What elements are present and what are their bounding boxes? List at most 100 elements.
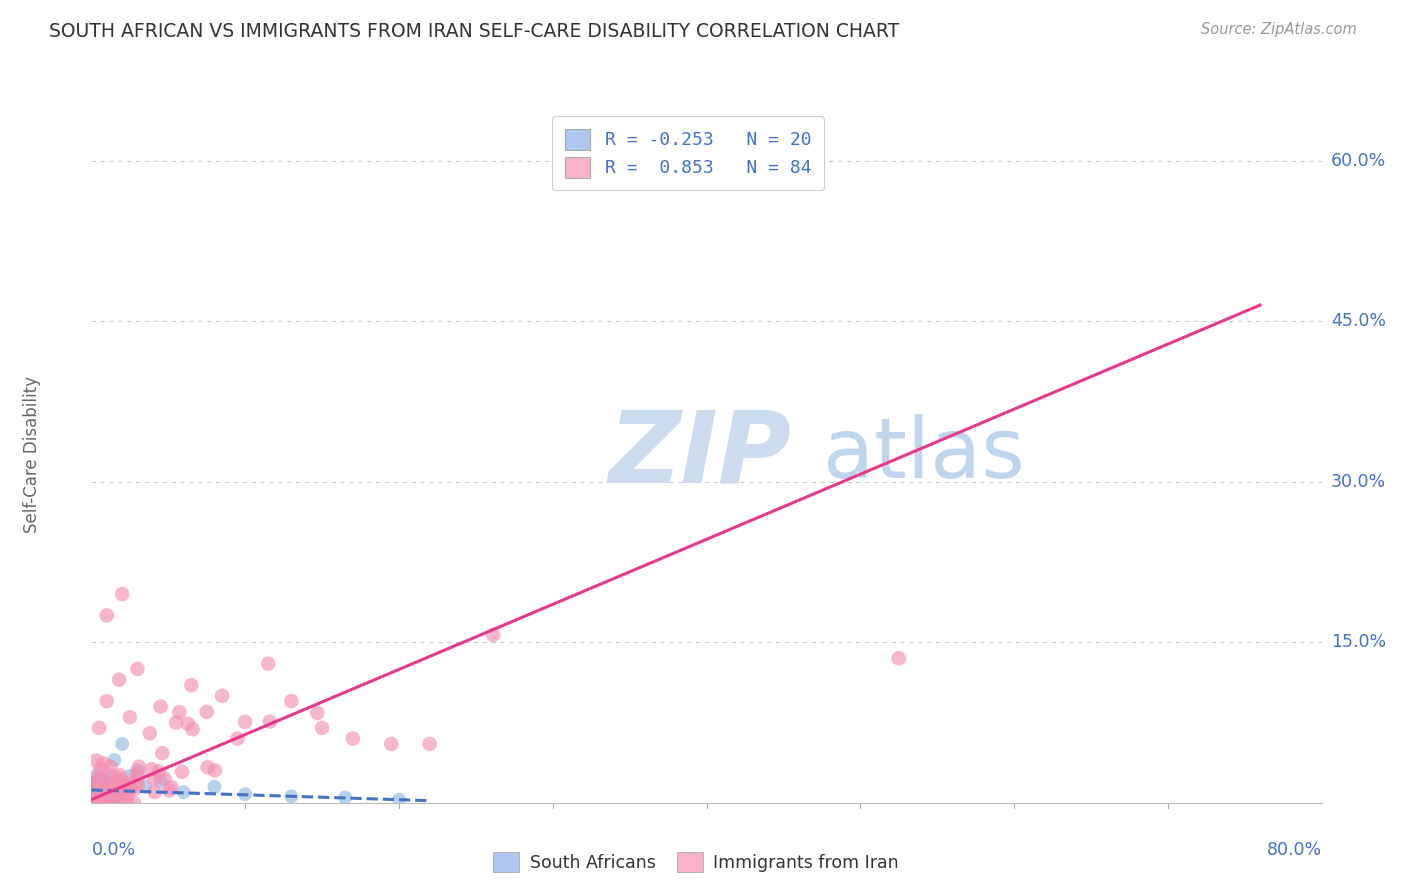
Point (94, 780, 117, 795)
Point (173, 785, 195, 799)
Text: 45.0%: 45.0% (1331, 312, 1386, 330)
Point (107, 789, 129, 803)
Text: 80.0%: 80.0% (1267, 841, 1322, 859)
Text: 15.0%: 15.0% (1331, 633, 1386, 651)
Text: ZIP: ZIP (607, 407, 792, 503)
Point (333, 790, 356, 805)
Point (89, 783, 111, 797)
Point (165, 715, 187, 730)
Point (139, 726, 162, 740)
Point (82, 782, 104, 797)
Point (86, 781, 108, 796)
Point (120, 780, 142, 794)
Point (108, 768, 131, 782)
Point (143, 772, 166, 786)
Point (82, 776, 104, 790)
Legend: South Africans, Immigrants from Iran: South Africans, Immigrants from Iran (486, 845, 905, 879)
Point (311, 721, 333, 735)
Point (482, 628, 505, 642)
Point (108, 772, 131, 786)
Point (419, 737, 441, 751)
Point (117, 796, 139, 810)
Point (100, 759, 122, 773)
Point (83, 792, 105, 806)
Point (83, 781, 105, 796)
Point (94, 789, 117, 804)
Point (94, 796, 117, 810)
Point (150, 746, 173, 760)
Text: SOUTH AFRICAN VS IMMIGRANTS FROM IRAN SELF-CARE DISABILITY CORRELATION CHART: SOUTH AFRICAN VS IMMIGRANTS FROM IRAN SE… (49, 22, 900, 41)
Point (103, 792, 125, 806)
Point (125, 767, 148, 781)
Point (108, 796, 131, 810)
Point (82, 796, 104, 810)
Point (111, 587, 134, 601)
Point (170, 764, 193, 779)
Point (89, 791, 111, 805)
Point (86, 794, 108, 808)
Point (87, 788, 110, 802)
Point (83, 796, 105, 810)
Point (153, 772, 176, 786)
Point (148, 764, 170, 779)
Point (112, 781, 135, 796)
Point (141, 763, 163, 777)
Point (93, 789, 115, 804)
Point (107, 774, 129, 789)
Point (233, 714, 256, 729)
Point (86, 796, 108, 810)
Point (87, 774, 110, 789)
Point (202, 780, 225, 794)
Point (93, 756, 115, 771)
Point (108, 777, 131, 791)
Point (86, 754, 108, 768)
Point (103, 785, 125, 799)
Point (111, 737, 134, 751)
Point (91, 788, 114, 802)
Point (89, 762, 111, 776)
Point (118, 781, 141, 796)
Point (181, 723, 204, 737)
Point (169, 705, 191, 719)
Point (111, 791, 134, 805)
Point (257, 657, 280, 671)
Point (87, 776, 110, 790)
Point (97, 772, 120, 787)
Point (98, 777, 121, 791)
Point (80, 777, 103, 791)
Point (84, 789, 107, 803)
Point (180, 678, 202, 692)
Point (112, 776, 135, 790)
Point (94, 783, 117, 797)
Point (96, 788, 118, 802)
Point (97, 795, 120, 809)
Point (96, 608, 118, 623)
Point (90, 775, 112, 789)
Point (114, 786, 136, 800)
Point (86, 768, 108, 782)
Point (84, 780, 107, 795)
Point (108, 673, 131, 687)
Point (93, 796, 115, 810)
Point (90, 787, 112, 801)
Point (100, 768, 122, 782)
Point (259, 714, 281, 729)
Point (104, 788, 127, 802)
Point (83, 779, 105, 793)
Point (89, 795, 111, 809)
Point (84, 780, 107, 794)
Point (149, 699, 172, 714)
Point (887, 651, 910, 665)
Point (342, 731, 364, 746)
Point (83, 772, 105, 786)
Point (128, 769, 150, 783)
Point (157, 783, 180, 797)
Point (82, 792, 104, 806)
Point (90, 775, 112, 789)
Point (83, 783, 105, 797)
Point (87, 791, 110, 805)
Point (91, 784, 114, 798)
Point (211, 689, 233, 703)
Point (160, 780, 183, 794)
Point (93, 780, 115, 794)
